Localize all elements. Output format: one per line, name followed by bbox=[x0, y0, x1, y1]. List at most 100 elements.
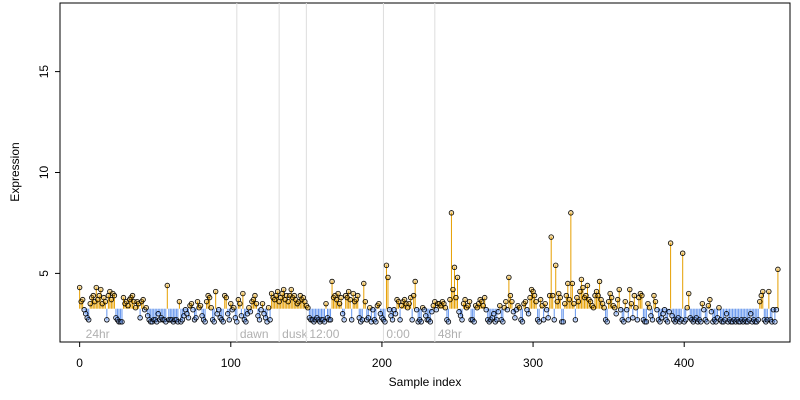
point bbox=[231, 304, 237, 311]
x-tick-label: 200 bbox=[372, 356, 392, 370]
point bbox=[621, 319, 627, 325]
point bbox=[554, 298, 560, 305]
point bbox=[654, 307, 660, 313]
point bbox=[503, 298, 509, 305]
point bbox=[666, 309, 672, 315]
point bbox=[622, 298, 628, 305]
point bbox=[445, 319, 452, 325]
point bbox=[87, 300, 93, 307]
point bbox=[550, 292, 556, 299]
point bbox=[568, 210, 574, 216]
point bbox=[359, 317, 365, 323]
point bbox=[500, 319, 506, 325]
point bbox=[548, 234, 554, 240]
point bbox=[522, 298, 529, 305]
annotation-label: 0:00 bbox=[386, 327, 410, 341]
point bbox=[442, 304, 449, 311]
point bbox=[111, 292, 118, 299]
point bbox=[698, 319, 704, 325]
point bbox=[190, 307, 196, 313]
point bbox=[601, 304, 607, 311]
point bbox=[385, 274, 391, 281]
point bbox=[155, 311, 161, 317]
point bbox=[421, 307, 427, 313]
point bbox=[615, 296, 621, 303]
point bbox=[664, 319, 671, 325]
point bbox=[267, 317, 273, 323]
point bbox=[569, 280, 576, 287]
point bbox=[413, 307, 420, 313]
point bbox=[397, 317, 403, 323]
point bbox=[572, 317, 579, 323]
point bbox=[652, 298, 659, 305]
point bbox=[533, 298, 539, 305]
point bbox=[613, 311, 619, 317]
point bbox=[596, 278, 603, 285]
point bbox=[208, 304, 214, 311]
point bbox=[580, 284, 586, 291]
point bbox=[418, 319, 424, 325]
point bbox=[454, 274, 461, 281]
x-axis-label: Sample index bbox=[389, 375, 462, 389]
point bbox=[512, 315, 518, 321]
point bbox=[775, 266, 781, 273]
point bbox=[584, 282, 591, 289]
y-tick-label: 10 bbox=[37, 166, 51, 180]
point bbox=[495, 309, 502, 315]
point bbox=[305, 304, 311, 311]
point bbox=[462, 296, 468, 303]
point bbox=[507, 292, 514, 299]
point bbox=[630, 315, 636, 321]
point bbox=[651, 292, 657, 299]
point bbox=[326, 317, 332, 323]
point bbox=[566, 296, 573, 303]
point bbox=[373, 319, 379, 325]
point bbox=[137, 315, 143, 321]
point bbox=[560, 319, 566, 325]
point bbox=[350, 290, 356, 297]
point bbox=[329, 278, 335, 285]
point bbox=[86, 317, 92, 323]
point bbox=[365, 315, 372, 321]
point bbox=[605, 298, 612, 305]
point bbox=[382, 319, 388, 325]
point bbox=[220, 319, 226, 325]
point bbox=[327, 317, 334, 323]
point bbox=[143, 304, 149, 311]
point bbox=[608, 294, 615, 301]
point bbox=[225, 311, 231, 317]
point bbox=[321, 319, 328, 325]
point bbox=[450, 286, 456, 293]
point bbox=[604, 319, 610, 325]
point bbox=[646, 304, 653, 311]
point bbox=[701, 307, 707, 313]
point bbox=[238, 313, 245, 319]
point bbox=[537, 296, 544, 303]
point bbox=[642, 319, 648, 325]
point bbox=[536, 319, 542, 325]
point bbox=[409, 317, 415, 323]
point bbox=[93, 284, 99, 291]
point bbox=[618, 307, 624, 313]
point bbox=[395, 298, 402, 305]
point bbox=[611, 304, 618, 311]
point bbox=[76, 284, 83, 291]
point bbox=[258, 307, 264, 313]
point bbox=[240, 290, 246, 297]
annotation-label: 48hr bbox=[438, 327, 462, 341]
point bbox=[643, 319, 650, 325]
point bbox=[185, 315, 192, 321]
point bbox=[120, 294, 127, 301]
point bbox=[542, 300, 548, 307]
point bbox=[265, 304, 272, 311]
point bbox=[625, 317, 631, 323]
point bbox=[348, 317, 355, 323]
point bbox=[577, 288, 583, 295]
point bbox=[386, 307, 393, 313]
point bbox=[323, 300, 329, 307]
point bbox=[773, 307, 780, 313]
annotation-label: dawn bbox=[240, 327, 269, 341]
point bbox=[336, 300, 343, 307]
point bbox=[616, 286, 622, 293]
